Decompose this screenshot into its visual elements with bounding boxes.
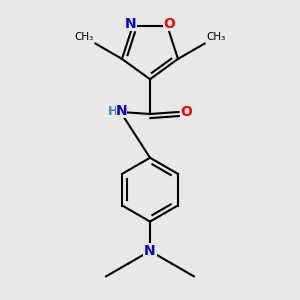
Text: CH₃: CH₃ [207,32,226,42]
Text: H: H [108,105,119,118]
Text: O: O [180,105,192,119]
Text: CH₃: CH₃ [74,32,93,42]
Text: N: N [116,104,127,118]
Text: N: N [144,244,156,258]
Text: O: O [163,17,175,32]
Text: N: N [125,17,137,32]
